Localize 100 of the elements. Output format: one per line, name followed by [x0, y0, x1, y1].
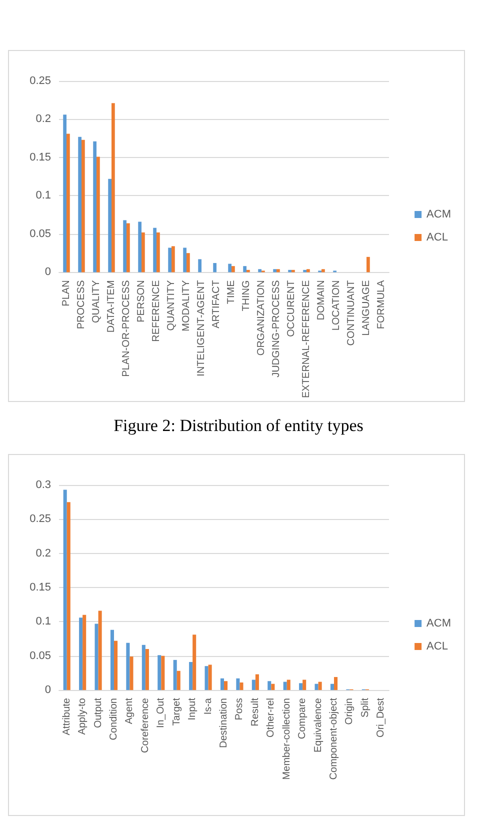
x-tick-label: Output: [92, 698, 104, 728]
bar: [145, 649, 149, 690]
y-tick-label: 0: [44, 266, 51, 278]
bar: [334, 677, 338, 690]
bar: [318, 682, 322, 690]
bar: [142, 644, 146, 690]
x-tick-label: LANGUAGE: [361, 280, 372, 336]
bar: [283, 682, 287, 690]
bar: [142, 232, 145, 272]
bar: [288, 270, 292, 272]
x-tick-label: Attribute: [61, 698, 72, 736]
bar: [204, 666, 208, 690]
bar: [96, 156, 100, 272]
x-tick-label: TIME: [226, 280, 237, 304]
y-tick-label: 0.1: [36, 616, 51, 628]
y-tick-label: 0: [44, 684, 51, 696]
bar: [220, 678, 224, 690]
bar: [126, 642, 130, 690]
legend-label: ACM: [426, 618, 452, 630]
legend-label: ACL: [426, 232, 448, 244]
x-tick-label: REFERENCE: [151, 280, 162, 342]
bar: [183, 248, 186, 272]
x-tick-label: EXTERNAL-REFERENCE: [301, 280, 312, 398]
bar: [189, 662, 193, 690]
x-tick-label: DOMAIN: [316, 280, 327, 320]
bar: [236, 678, 240, 690]
x-tick-label: Member-collection: [281, 698, 292, 780]
bar: [224, 681, 228, 690]
x-tick-label: Split: [360, 698, 371, 718]
bar: [123, 220, 126, 272]
bar: [161, 656, 165, 690]
x-tick-label: Equivalence: [312, 698, 324, 752]
x-tick-label: INTELIGENT-AGENT: [196, 280, 207, 376]
bar: [258, 269, 262, 272]
bar: [192, 634, 196, 690]
bar: [66, 502, 70, 690]
bar: [299, 683, 303, 690]
bar: [303, 270, 306, 272]
x-tick-label: QUANTITY: [166, 280, 177, 331]
bar: [366, 256, 370, 272]
x-tick-label: Coreference: [140, 698, 151, 754]
x-tick-label: PLAN: [61, 280, 72, 306]
x-tick-label: PROCESS: [76, 280, 87, 330]
y-tick-label: 0.25: [30, 75, 51, 87]
bar: [82, 614, 86, 690]
x-tick-label: JUDGING-PROCESS: [271, 280, 282, 378]
y-tick-label: 0.05: [30, 228, 51, 240]
x-tick-label: Compare: [297, 698, 308, 740]
x-tick-label: Component-object: [328, 698, 340, 780]
x-tick-label: Is-a: [202, 698, 214, 715]
bar: [186, 253, 190, 272]
x-tick-label: Origin: [344, 698, 356, 725]
x-tick-label: PERSON: [136, 280, 147, 322]
bar: [156, 232, 160, 272]
bar: [255, 674, 259, 690]
legend-label: ACL: [426, 640, 448, 652]
x-tick-label: MODALITY: [181, 280, 192, 332]
y-tick-label: 0.1: [36, 190, 51, 202]
bar: [322, 269, 325, 272]
y-tick-label: 0.15: [30, 151, 51, 164]
bar: [252, 680, 256, 690]
bar: [63, 114, 66, 272]
x-tick-label: Other-rel: [266, 698, 277, 738]
x-tick-label: Agent: [124, 698, 136, 724]
bar: [243, 266, 246, 272]
x-tick-label: Target: [171, 698, 182, 726]
bar: [82, 140, 85, 272]
bar: [110, 630, 114, 690]
x-tick-label: Ori_Dest: [376, 698, 387, 738]
bar: [108, 178, 112, 272]
x-tick-label: In_Out: [156, 698, 167, 728]
bar: [126, 223, 130, 272]
x-tick-label: THING: [241, 280, 252, 312]
x-tick-label: LOCATION: [331, 280, 342, 331]
bar: [98, 610, 102, 690]
bar: [93, 141, 96, 272]
y-tick-label: 0.3: [36, 479, 51, 491]
x-tick-label: DATA-ITEM: [106, 280, 117, 333]
bar: [198, 259, 202, 272]
bar: [228, 264, 232, 272]
bar: [176, 670, 180, 690]
bar: [232, 266, 235, 272]
x-tick-label: Result: [250, 698, 261, 726]
bar: [306, 269, 310, 272]
bar: [276, 269, 280, 272]
x-tick-label: Condition: [108, 698, 120, 740]
x-tick-label: ORGANIZATION: [256, 280, 267, 356]
y-tick-label: 0.05: [30, 650, 51, 662]
x-tick-label: PLAN-OR-PROCESS: [121, 280, 132, 377]
bar: [138, 222, 142, 272]
bar: [330, 684, 334, 690]
bar: [153, 228, 156, 272]
bar: [130, 656, 134, 690]
bar: [114, 640, 118, 690]
bar: [172, 246, 175, 272]
x-tick-label: OCCURENT: [286, 280, 297, 337]
bar: [302, 680, 306, 690]
y-tick-label: 0.2: [36, 547, 51, 560]
bar: [273, 269, 276, 272]
bar: [158, 655, 162, 690]
